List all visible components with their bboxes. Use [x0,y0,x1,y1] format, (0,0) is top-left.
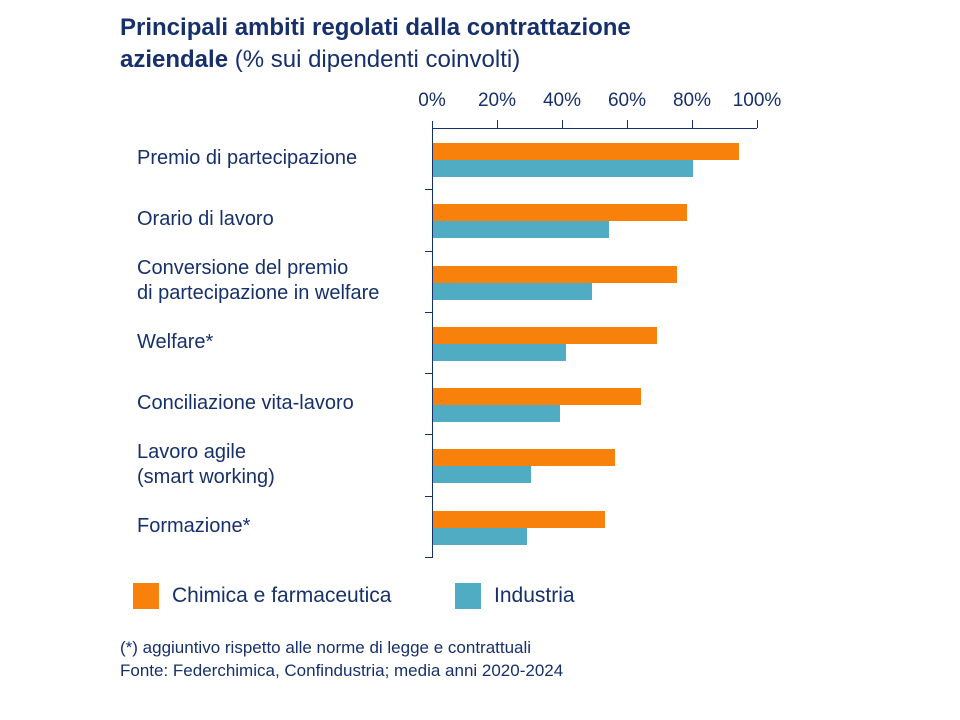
legend-swatch [455,583,481,609]
bar-industria [433,344,566,361]
y-axis-tick-mark [425,434,432,435]
bar-industria [433,283,592,300]
bar-industria [433,405,560,422]
bar-chimica-farmaceutica [433,511,605,528]
legend-label: Industria [494,584,575,607]
x-axis-tick-label: 100% [732,90,782,111]
y-axis-tick-mark [425,189,432,190]
x-axis-tick-mark [497,120,498,128]
category-label: Formazione* [137,514,251,537]
y-axis-tick-mark [425,312,432,313]
category-label: Premio di partecipazione [137,147,358,170]
legend-swatch [133,583,159,609]
chart-title-main: Principali ambiti regolati dalla contrat… [120,14,631,41]
x-axis-tick-mark [562,120,563,128]
category-label: Conciliazione vita-lavoro [137,392,354,415]
bar-chimica-farmaceutica [433,266,677,283]
x-axis-tick-label: 40% [542,90,582,111]
bar-industria [433,528,527,545]
bar-industria [433,221,609,238]
x-axis-tick-mark [627,120,628,128]
chart-title: Principali ambiti regolati dalla contrat… [120,12,631,76]
legend-item: Chimica e farmaceutica [133,583,391,609]
y-axis-tick-mark [425,251,432,252]
x-axis-tick-label: 80% [672,90,712,111]
chart-title-line2: aziendale (% sui dipendenti coinvolti) [120,44,631,76]
footnotes: (*) aggiuntivo rispetto alle norme di le… [120,636,563,682]
x-axis-line [432,128,757,129]
bar-chimica-farmaceutica [433,388,641,405]
y-axis-tick-mark [425,496,432,497]
x-axis-tick-label: 0% [418,90,446,111]
y-axis-tick-mark [425,373,432,374]
bar-industria [433,466,531,483]
category-label: Orario di lavoro [137,208,274,231]
category-label: Lavoro agile (smart working) [137,441,275,489]
bar-industria [433,160,693,177]
x-axis-tick-label: 60% [607,90,647,111]
footnote-asterisk-note: (*) aggiuntivo rispetto alle norme di le… [120,638,532,657]
bar-chimica-farmaceutica [433,204,687,221]
bar-chimica-farmaceutica [433,143,739,160]
legend-item: Industria [455,583,575,609]
y-axis-line [432,121,433,558]
chart-title-line1: Principali ambiti regolati dalla contrat… [120,12,631,44]
y-axis-tick-mark [425,557,432,558]
chart-subtitle: (% sui dipendenti coinvolti) [228,46,521,73]
x-axis-tick-mark [757,120,758,128]
footnote-source: Fonte: Federchimica, Confindustria; medi… [120,661,564,680]
bar-chimica-farmaceutica [433,327,657,344]
chart-title-main2: aziendale [120,46,229,73]
bar-chimica-farmaceutica [433,449,615,466]
x-axis-tick-mark [692,120,693,128]
x-axis-tick-label: 20% [477,90,517,111]
legend-label: Chimica e farmaceutica [172,584,392,607]
category-label: Conversione del premio di partecipazione… [137,257,380,305]
category-label: Welfare* [137,330,214,353]
